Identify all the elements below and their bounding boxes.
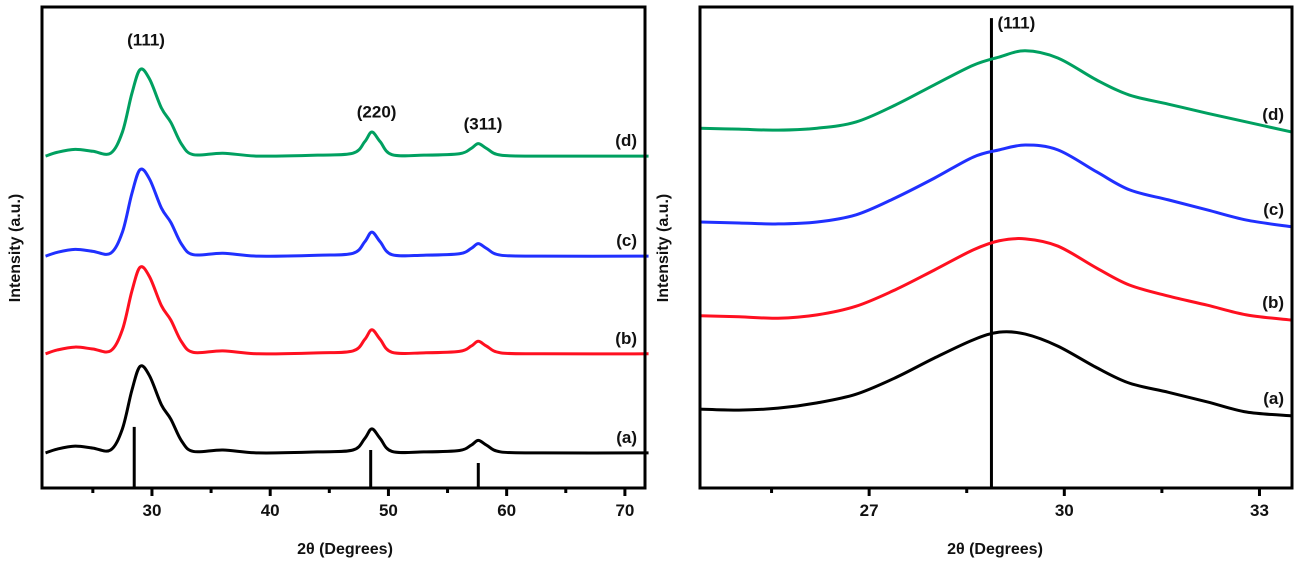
- right-x-axis-title: 2θ (Degrees): [947, 541, 1043, 558]
- x-tick-label-30: 30: [1055, 501, 1074, 520]
- right-y-axis-title: Intensity (a.u.): [655, 194, 672, 302]
- peak-annotation-1: (220): [357, 103, 397, 122]
- x-tick-label-30: 30: [142, 501, 161, 520]
- series-line-d: [45, 67, 649, 158]
- x-tick-label-40: 40: [261, 501, 280, 520]
- series-line-b: [699, 237, 1293, 322]
- series-label-d: (d): [1262, 105, 1284, 124]
- plot-frame: [698, 5, 1294, 490]
- plot-frame: [40, 5, 647, 490]
- right-panel-111-zoom: 2θ (Degrees) Intensity (a.u.) (a) (b) (c) (…: [655, 5, 1294, 558]
- peak-annotation-2: (311): [464, 115, 503, 134]
- series-label-b: (b): [615, 329, 637, 348]
- peak-annotation-0: (111): [997, 14, 1035, 33]
- x-tick-label-60: 60: [497, 501, 516, 520]
- series-line-c: [699, 143, 1293, 229]
- left-y-axis-title: Intensity (a.u.): [7, 194, 24, 302]
- series-line-a: [699, 330, 1293, 418]
- x-tick-label-33: 33: [1250, 501, 1269, 520]
- series-line-c: [45, 167, 649, 258]
- series-line-a: [45, 364, 649, 455]
- series-label-a: (a): [1263, 389, 1284, 408]
- x-tick-label-50: 50: [379, 501, 398, 520]
- series-label-a: (a): [616, 428, 637, 447]
- series-label-b: (b): [1262, 293, 1284, 312]
- series-label-d: (d): [615, 131, 637, 150]
- left-x-axis-title: 2θ (Degrees): [297, 541, 393, 558]
- x-tick-label-70: 70: [615, 501, 634, 520]
- peak-annotation-0: (111): [127, 30, 165, 49]
- series-line-d: [699, 49, 1293, 134]
- left-panel-full-scan: 2θ (Degrees) Intensity (a.u.) (a) (b) (c) (…: [7, 5, 649, 558]
- series-line-b: [45, 265, 649, 356]
- x-tick-label-27: 27: [860, 501, 879, 520]
- series-label-c: (c): [1263, 200, 1284, 219]
- series-label-c: (c): [616, 231, 637, 250]
